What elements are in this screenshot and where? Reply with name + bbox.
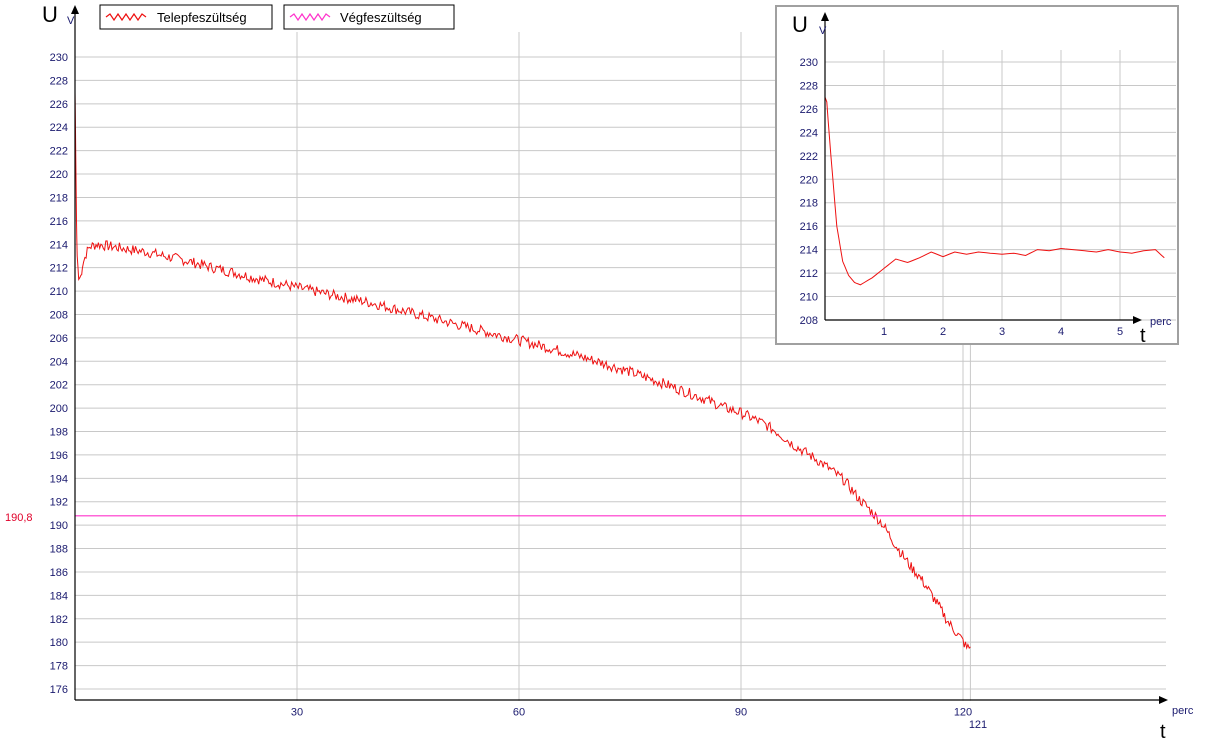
main-x-axis-symbol: t [1160,721,1166,743]
inset-x-tick-label: 2 [940,326,946,338]
main-y-tick-label: 200 [50,403,68,415]
main-y-tick-label: 188 [50,544,68,556]
main-y-axis-symbol: U [42,2,58,27]
inset-series-group [824,97,1165,286]
main-y-tick-label: 190 [50,520,68,532]
inset-x-axis-arrow [1133,316,1142,324]
inset-chart: 208 210 212 214 216 218 220 222 224 226 228 230 1 2 3… [775,5,1179,347]
main-x-axis-arrow [1159,696,1168,704]
main-y-tick-label: 210 [50,286,68,298]
main-y-tick-label: 214 [50,239,68,251]
main-y-tick-label: 186 [50,567,68,579]
inset-y-tick-label: 212 [800,268,818,280]
legend-swatch-vegfeszultseg [289,12,331,22]
main-y-tick-label: 224 [50,122,68,134]
main-y-tick-label: 184 [50,590,68,602]
inset-y-tick-label: 222 [800,151,818,163]
main-y-axis-unit: V [67,15,75,27]
main-x-tick-label: 60 [513,707,525,719]
main-x-tick-labels: 30 60 90 120 [291,707,972,719]
inset-x-axis-unit: perc [1150,316,1172,328]
inset-y-tick-label: 224 [800,127,818,139]
x-marker-label: 121 [969,719,987,731]
inset-y-tick-label: 208 [800,315,818,327]
inset-series-telepfeszultseg-line [824,97,1165,286]
main-y-axis-arrow [71,5,79,14]
main-y-tick-label: 228 [50,75,68,87]
main-y-tick-label: 176 [50,684,68,696]
main-y-tick-label: 202 [50,380,68,392]
main-x-tick-label: 90 [735,707,747,719]
main-y-tick-labels: 176 178 180 182 184 186 188 190 192 194 196 198 200 2… [50,52,68,696]
inset-y-tick-label: 216 [800,221,818,233]
main-y-tick-label: 230 [50,52,68,64]
main-y-tick-label: 180 [50,637,68,649]
inset-x-axis-symbol: t [1140,325,1146,347]
legend-label-vegfeszultseg: Végfeszültség [340,10,422,25]
main-y-tick-label: 216 [50,216,68,228]
inset-x-tick-label: 3 [999,326,1005,338]
legend-swatch-telepfeszultseg [105,12,147,22]
main-y-tick-label: 198 [50,427,68,439]
inset-y-tick-label: 214 [800,245,818,257]
legend-label-telepfeszultseg: Telepfeszültség [157,10,247,25]
main-y-tick-label: 208 [50,309,68,321]
inset-y-tick-label: 220 [800,174,818,186]
inset-y-axis-unit: V [819,25,827,37]
inset-x-tick-label: 5 [1117,326,1123,338]
main-x-axis-unit: perc [1172,705,1194,717]
main-y-tick-label: 206 [50,333,68,345]
inset-y-tick-label: 226 [800,104,818,116]
inset-grid [825,50,1176,321]
inset-y-tick-label: 228 [800,80,818,92]
main-y-tick-label: 222 [50,146,68,158]
main-x-tick-label: 30 [291,707,303,719]
legend: Telepfeszültség Végfeszültség [99,4,455,30]
main-y-tick-label: 178 [50,661,68,673]
main-x-tick-label: 120 [954,707,972,719]
inset-y-tick-label: 230 [800,57,818,69]
inset-y-tick-labels: 208 210 212 214 216 218 220 222 224 226 228 230 [800,57,818,327]
inset-y-tick-label: 210 [800,292,818,304]
legend-item-telepfeszultseg[interactable]: Telepfeszültség [99,4,273,30]
main-y-tick-label: 218 [50,192,68,204]
inset-x-tick-label: 4 [1058,326,1064,338]
main-series-telepfeszultseg-line [74,92,971,650]
main-y-tick-label: 204 [50,356,68,368]
main-y-tick-label: 226 [50,99,68,111]
main-y-tick-label: 220 [50,169,68,181]
main-y-tick-label: 182 [50,614,68,626]
inset-y-axis-arrow [821,12,829,21]
inset-frame [775,5,1179,345]
reference-line-label: 190,8 [5,512,33,524]
inset-y-tick-label: 218 [800,198,818,210]
main-y-tick-label: 196 [50,450,68,462]
inset-x-tick-label: 1 [881,326,887,338]
inset-y-axis-symbol: U [792,12,808,37]
main-y-tick-label: 192 [50,497,68,509]
main-y-tick-label: 212 [50,263,68,275]
main-series-group [74,92,1166,650]
main-y-tick-label: 194 [50,473,68,485]
inset-x-tick-labels: 1 2 3 4 5 [881,326,1123,338]
legend-item-vegfeszultseg[interactable]: Végfeszültség [283,4,455,30]
